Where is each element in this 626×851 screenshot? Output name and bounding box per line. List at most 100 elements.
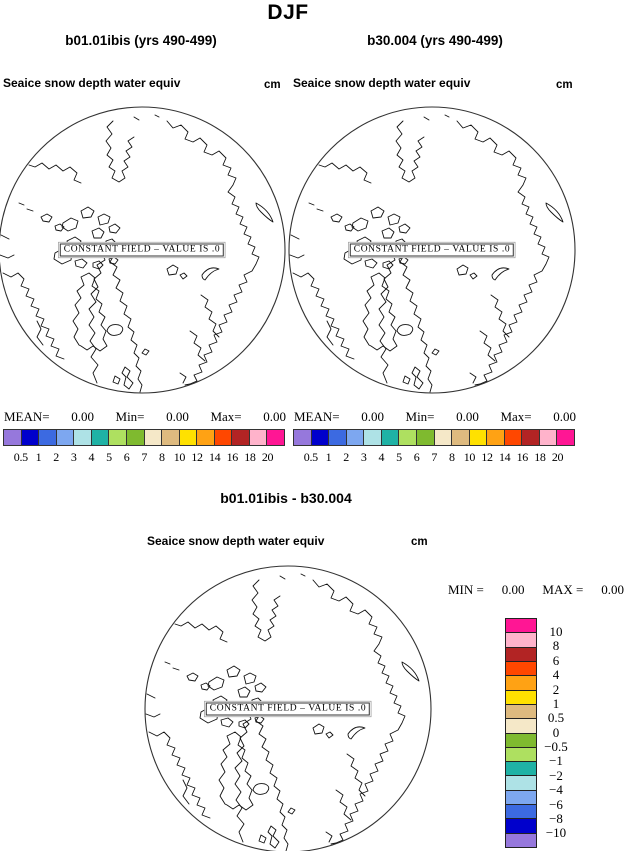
- colorbar-ticks-left: 0.5 1 2 3 4 5 6 7 8 10 12 14 16 18 20: [12, 450, 277, 464]
- max-value: 0.00: [553, 409, 576, 424]
- colorbar-segment: [248, 429, 268, 446]
- field-title-left: Seaice snow depth water equiv: [3, 76, 181, 90]
- colorbar-tick-label: 3: [360, 450, 367, 464]
- colorbar-tick-label: 2: [53, 450, 59, 464]
- colorbar-segment: [505, 789, 537, 806]
- colorbar-segment: [505, 689, 537, 705]
- colorbar-segment: [415, 429, 435, 446]
- colorbar-segment: [108, 429, 127, 446]
- colorbar-tick-label: 12: [481, 450, 493, 464]
- colorbar-tick-label: 14: [208, 450, 221, 464]
- max-label: Max=: [210, 409, 242, 424]
- mean-label: MEAN=: [4, 409, 50, 424]
- colorbar-ticks-diff: 10 8 6 4 2 1 0.5 0 −0.5 −1 −2 −4 −6 −8 −10: [538, 624, 574, 841]
- colorbar-segment: [161, 429, 180, 446]
- colorbar-right: [293, 429, 575, 446]
- min-label: Min=: [405, 409, 435, 424]
- colorbar-tick-label: −0.5: [544, 739, 568, 754]
- diff-title: b01.01ibis - b30.004: [220, 490, 352, 506]
- colorbar-segment: [55, 429, 75, 446]
- polar-map-diff: CONSTANT FIELD – VALUE IS .0: [143, 564, 433, 851]
- colorbar-segment: [505, 818, 537, 834]
- constant-field-box-right: CONSTANT FIELD – VALUE IS .0: [349, 243, 515, 257]
- colorbar-tick-label: 18: [244, 450, 256, 464]
- colorbar-segment: [556, 429, 575, 446]
- colorbar-segment: [468, 429, 488, 446]
- colorbar-tick-label: −4: [549, 782, 563, 798]
- field-title-diff: Seaice snow depth water equiv: [147, 534, 325, 548]
- colorbar-tick-label: 3: [70, 450, 77, 464]
- colorbar-segment: [20, 429, 40, 446]
- colorbar-segment: [503, 429, 523, 446]
- colorbar-tick-label: 8: [158, 450, 165, 464]
- colorbar-segment: [345, 429, 365, 446]
- min-label: Min=: [115, 409, 145, 424]
- colorbar-tick-label: −6: [549, 796, 563, 812]
- colorbar-tick-label: −8: [549, 810, 563, 826]
- colorbar-tick-label: 2: [552, 681, 560, 697]
- colorbar-tick-label: 5: [396, 450, 402, 464]
- colorbar-tick-label: 5: [106, 450, 112, 464]
- colorbar-tick-label: 6: [123, 450, 130, 464]
- colorbar-segment: [213, 429, 233, 446]
- colorbar-tick-label: 4: [378, 450, 385, 464]
- colorbar-segment: [231, 429, 250, 446]
- colorbar-segment: [505, 618, 537, 634]
- colorbar-segment: [293, 429, 312, 446]
- colorbar-tick-label: 2: [343, 450, 349, 464]
- colorbar-segment: [505, 775, 537, 791]
- colorbar-tick-label: 0.5: [303, 450, 318, 464]
- colorbar-segment: [178, 429, 198, 446]
- max-value: 0.00: [263, 409, 286, 424]
- colorbar-tick-label: 12: [191, 450, 203, 464]
- colorbar-segment: [505, 804, 537, 820]
- colorbar-tick-label: 18: [534, 450, 546, 464]
- colorbar-segment: [125, 429, 145, 446]
- colorbar-segment: [505, 646, 537, 662]
- colorbar-diff: [505, 618, 537, 848]
- units-label-diff: cm: [411, 536, 428, 548]
- mean-value: 0.00: [71, 409, 94, 424]
- max-value: 0.00: [601, 582, 624, 597]
- colorbar-segment: [505, 732, 537, 748]
- colorbar-segment: [3, 429, 22, 446]
- minmax-row-diff: MIN = 0.00 MAX = 0.00: [448, 582, 624, 598]
- colorbar-segment: [433, 429, 453, 446]
- colorbar-tick-label: 20: [551, 450, 564, 464]
- colorbar-left: [3, 429, 285, 446]
- colorbar-tick-label: −1: [549, 753, 563, 769]
- colorbar-segment: [505, 675, 537, 691]
- colorbar-tick-label: 7: [431, 450, 438, 464]
- units-label-left: cm: [264, 79, 281, 91]
- mean-label: MEAN=: [294, 409, 340, 424]
- max-label: MAX =: [542, 582, 584, 597]
- colorbar-tick-label: 7: [141, 450, 148, 464]
- colorbar-tick-label: 0.5: [13, 450, 28, 464]
- page-title: DJF: [267, 1, 309, 24]
- max-label: Max=: [500, 409, 532, 424]
- colorbar-segment: [505, 660, 537, 677]
- colorbar-ticks-right: 0.5 1 2 3 4 5 6 7 8 10 12 14 16 18 20: [302, 450, 567, 464]
- colorbar-tick-label: 8: [552, 638, 560, 654]
- colorbar-segment: [505, 703, 537, 720]
- colorbar-tick-label: 0: [552, 724, 560, 740]
- colorbar-tick-label: 4: [552, 667, 560, 683]
- colorbar-tick-label: 1: [552, 695, 560, 711]
- polar-map-right: CONSTANT FIELD – VALUE IS .0: [287, 105, 577, 395]
- run-title-right: b30.004 (yrs 490-499): [367, 33, 503, 48]
- colorbar-segment: [398, 429, 417, 446]
- colorbar-tick-label: 1: [35, 450, 42, 464]
- min-value: 0.00: [166, 409, 189, 424]
- colorbar-tick-label: 6: [552, 652, 560, 668]
- colorbar-segment: [143, 429, 163, 446]
- colorbar-tick-label: 16: [226, 450, 239, 464]
- polar-map-left: CONSTANT FIELD – VALUE IS .0: [0, 105, 287, 395]
- colorbar-tick-label: 8: [448, 450, 455, 464]
- colorbar-tick-label: 20: [261, 450, 274, 464]
- mean-value: 0.00: [361, 409, 384, 424]
- colorbar-segment: [486, 429, 505, 446]
- colorbar-segment: [38, 429, 57, 446]
- min-value: 0.00: [456, 409, 479, 424]
- constant-field-box-left: CONSTANT FIELD – VALUE IS .0: [59, 243, 225, 257]
